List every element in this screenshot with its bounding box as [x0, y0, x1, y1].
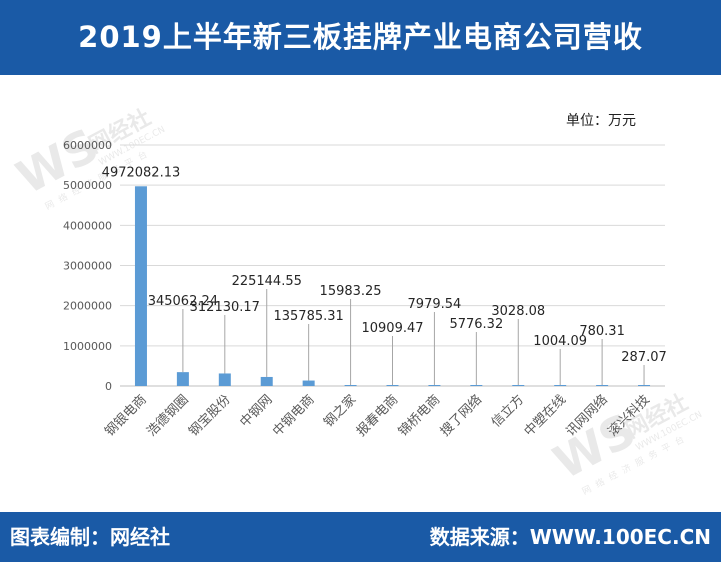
- bar: [470, 385, 483, 386]
- x-tick-label: 搜了网络: [437, 392, 485, 440]
- footer-credit: 图表编制：网经社: [10, 525, 170, 549]
- x-tick-label: 钢宝股份: [186, 392, 233, 439]
- data-label: 225144.55: [232, 274, 302, 289]
- bar: [302, 380, 315, 386]
- y-tick-label: 3000000: [63, 260, 112, 273]
- y-tick-label: 5000000: [63, 179, 112, 192]
- y-tick-label: 2000000: [63, 300, 112, 313]
- y-tick-label: 0: [105, 380, 112, 393]
- header-bar: 2019上半年新三板挂牌产业电商公司营收: [0, 0, 721, 75]
- y-tick-label: 6000000: [63, 139, 112, 152]
- bar: [512, 385, 525, 386]
- bar: [428, 385, 441, 386]
- x-tick-label: 信立方: [488, 392, 527, 431]
- x-tick-label: 钢之家: [321, 392, 360, 431]
- x-tick-label: 中钢网: [237, 392, 275, 430]
- footer-source: 数据来源：WWW.100EC.CN: [429, 525, 711, 549]
- x-tick-label: 锦桥电商: [396, 392, 443, 439]
- data-label: 5776.32: [449, 317, 503, 332]
- x-tick-label: 中钢电商: [270, 392, 317, 439]
- bar: [134, 186, 147, 386]
- x-tick-label: 报春电商: [354, 392, 401, 439]
- bar: [218, 373, 231, 386]
- bar: [344, 385, 357, 386]
- bar: [554, 385, 567, 386]
- data-label: 312130.17: [190, 300, 260, 315]
- bar: [260, 376, 273, 386]
- page-title: 2019上半年新三板挂牌产业电商公司营收: [78, 20, 643, 54]
- data-label: 287.07: [621, 350, 667, 365]
- bar: [596, 385, 609, 386]
- bar: [386, 385, 399, 386]
- bar: [638, 385, 651, 386]
- data-label: 7979.54: [408, 297, 462, 312]
- data-label: 3028.08: [491, 304, 545, 319]
- x-tick-label: 钢银电商: [102, 392, 149, 439]
- bar: [176, 372, 189, 386]
- unit-label: 单位：万元: [566, 113, 636, 129]
- data-label: 15983.25: [320, 284, 382, 299]
- data-label: 345062.24: [148, 294, 218, 309]
- bar-chart: WS 网经社 WWW.100EC.CN 网络经济服务平台 WS 网经社 WWW.…: [8, 104, 704, 497]
- data-label: 4972082.13: [102, 165, 181, 180]
- y-tick-label: 4000000: [63, 219, 112, 232]
- data-label: 1004.09: [533, 334, 587, 349]
- data-label: 780.31: [579, 324, 625, 339]
- data-label: 10909.47: [361, 321, 423, 336]
- data-label: 135785.31: [273, 309, 343, 324]
- footer-bar: 图表编制：网经社 数据来源：WWW.100EC.CN: [0, 512, 721, 562]
- x-tick-label: 浩德钢圈: [144, 392, 191, 439]
- y-tick-label: 1000000: [63, 340, 112, 353]
